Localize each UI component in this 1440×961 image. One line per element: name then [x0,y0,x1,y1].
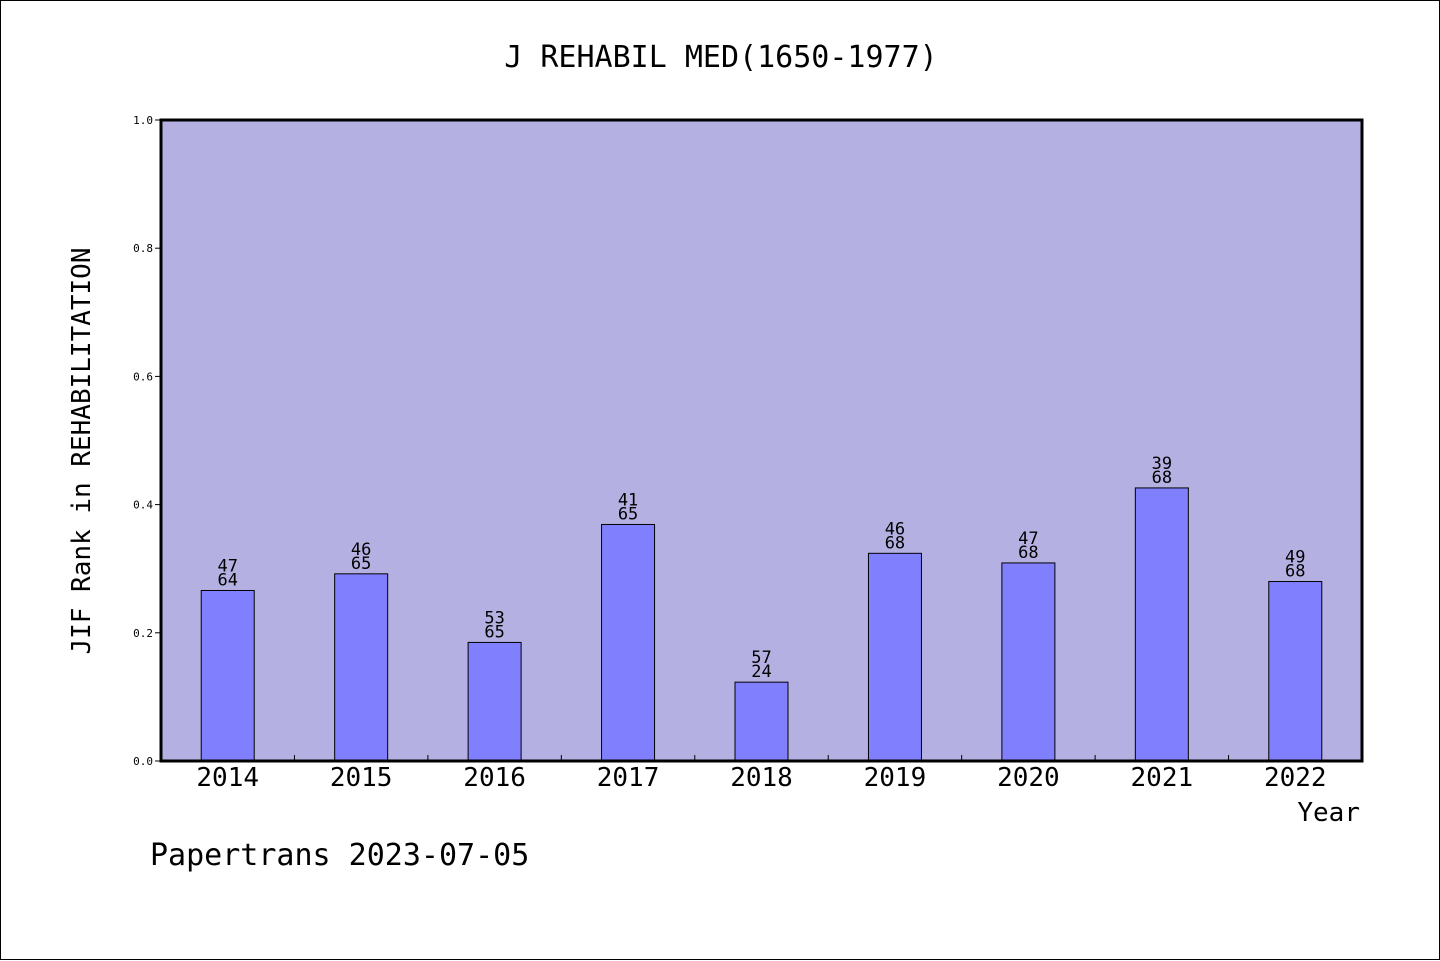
bar-label-top: 47 [1018,529,1038,549]
bar-2017 [601,523,656,762]
x-tick-label: 2016 [463,763,526,793]
bar-label-top: 39 [1152,454,1172,474]
x-tick-label: 2019 [864,763,927,793]
y-tick-label: 0.6 [133,370,153,383]
y-tick-label: 0.0 [133,755,153,768]
y-tick-label: 0.4 [133,499,153,512]
x-tick-label: 2021 [1131,763,1194,793]
chart-title: J REHABIL MED(1650-1977) [504,40,937,75]
bar-label-top: 57 [751,648,771,668]
bar-label-bottom: 65 [484,622,504,642]
bar-2014 [200,589,255,762]
bar-2016 [467,641,522,762]
y-axis-label: JIF Rank in REHABILITATION [67,248,97,655]
bar-label-bottom: 68 [1285,562,1305,582]
bar-label-top: 46 [351,540,371,560]
bar-2020 [1001,562,1056,762]
bar-label-bottom: 24 [751,662,771,682]
bar-2021 [1134,487,1189,762]
bar-2022 [1268,581,1323,762]
bar-2019 [867,552,922,762]
bar-label-top: 47 [217,556,237,576]
x-axis: 2014 2015 2016 2017 2018 2019 2020 2021 2022 [196,755,1327,793]
x-tick-label: 2018 [730,763,793,793]
x-tick-label: 2022 [1264,763,1327,793]
y-tick-label: 1.0 [133,114,153,127]
bar-label-bottom: 65 [351,554,371,574]
y-axis: 0.0 0.2 0.4 0.6 0.8 1.0 [133,114,161,768]
x-axis-label: Year [1297,798,1360,828]
bar-label-bottom: 65 [618,504,638,524]
y-tick-label: 0.8 [133,242,153,255]
footer-text: Papertrans 2023-07-05 [150,838,529,873]
bar-label-bottom: 64 [217,570,237,590]
bar-label-top: 46 [885,519,905,539]
bar-2015 [334,573,389,762]
x-tick-label: 2020 [997,763,1060,793]
bar-label-bottom: 68 [1152,468,1172,488]
bar-label-top: 49 [1285,548,1305,568]
plot-border [159,118,1364,763]
y-tick-label: 0.2 [133,627,153,640]
x-tick-label: 2017 [597,763,660,793]
x-tick-label: 2014 [196,763,259,793]
bar-label-top: 41 [618,490,638,510]
x-tick-label: 2015 [330,763,393,793]
bar-label-bottom: 68 [885,533,905,553]
bar-2018 [734,681,789,762]
bar-label-bottom: 68 [1018,543,1038,563]
bar-label-top: 53 [484,608,504,628]
